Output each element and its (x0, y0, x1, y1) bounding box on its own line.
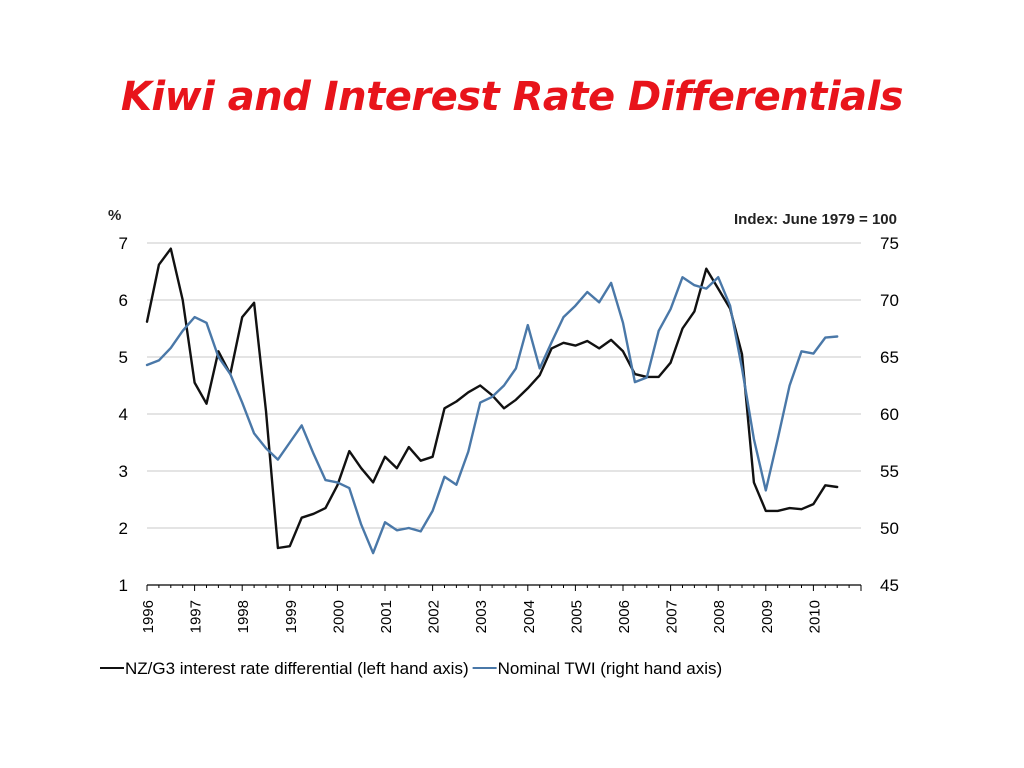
x-tick-label: 1996 (140, 600, 157, 633)
right-tick-label: 65 (880, 348, 899, 367)
x-tick-label: 2001 (378, 600, 395, 633)
x-tick-label: 1999 (283, 600, 300, 633)
x-tick-label: 2010 (806, 600, 823, 633)
right-tick-label: 75 (880, 234, 899, 253)
x-tick-label: 2008 (711, 600, 728, 633)
left-tick-label: 2 (119, 519, 128, 538)
left-tick-label: 3 (119, 462, 128, 481)
x-tick-label: 2007 (664, 600, 681, 633)
series-line-differential (145, 247, 839, 550)
left-axis-ticks: 1 2 3 4 5 6 7 (119, 234, 128, 595)
right-tick-label: 70 (880, 291, 899, 310)
left-tick-label: 4 (119, 405, 128, 424)
x-tick-label: 2000 (330, 600, 347, 633)
slide-title: Kiwi and Interest Rate Differentials (120, 74, 904, 120)
series-line-twi (145, 276, 839, 555)
legend-label-twi: Nominal TWI (right hand axis) (498, 659, 723, 678)
left-tick-label: 7 (119, 234, 128, 253)
x-tick-label: 2009 (759, 600, 776, 633)
right-axis-ticks: 45 50 55 60 65 70 75 (880, 234, 899, 595)
right-tick-label: 55 (880, 462, 899, 481)
right-tick-label: 45 (880, 576, 899, 595)
left-tick-label: 1 (119, 576, 128, 595)
left-tick-label: 5 (119, 348, 128, 367)
x-tick-label: 1997 (188, 600, 205, 633)
right-tick-label: 60 (880, 405, 899, 424)
x-axis-ticks: 1996 1997 1998 1999 2000 2001 2002 2003 2004 2005… (140, 585, 862, 633)
legend-label-differential: NZ/G3 interest rate differential (left h… (125, 659, 469, 678)
right-tick-label: 50 (880, 519, 899, 538)
left-axis-unit: % (108, 207, 121, 224)
x-tick-label: 2003 (473, 600, 490, 633)
series-layer (145, 247, 839, 555)
x-tick-label: 1998 (235, 600, 252, 633)
x-tick-label: 2002 (426, 600, 443, 633)
left-tick-label: 6 (119, 291, 128, 310)
legend: NZ/G3 interest rate differential (left h… (100, 659, 722, 678)
right-axis-unit: Index: June 1979 = 100 (734, 211, 897, 228)
x-tick-label: 2005 (568, 600, 585, 633)
x-tick-label: 2004 (521, 600, 538, 633)
x-tick-label: 2006 (616, 600, 633, 633)
